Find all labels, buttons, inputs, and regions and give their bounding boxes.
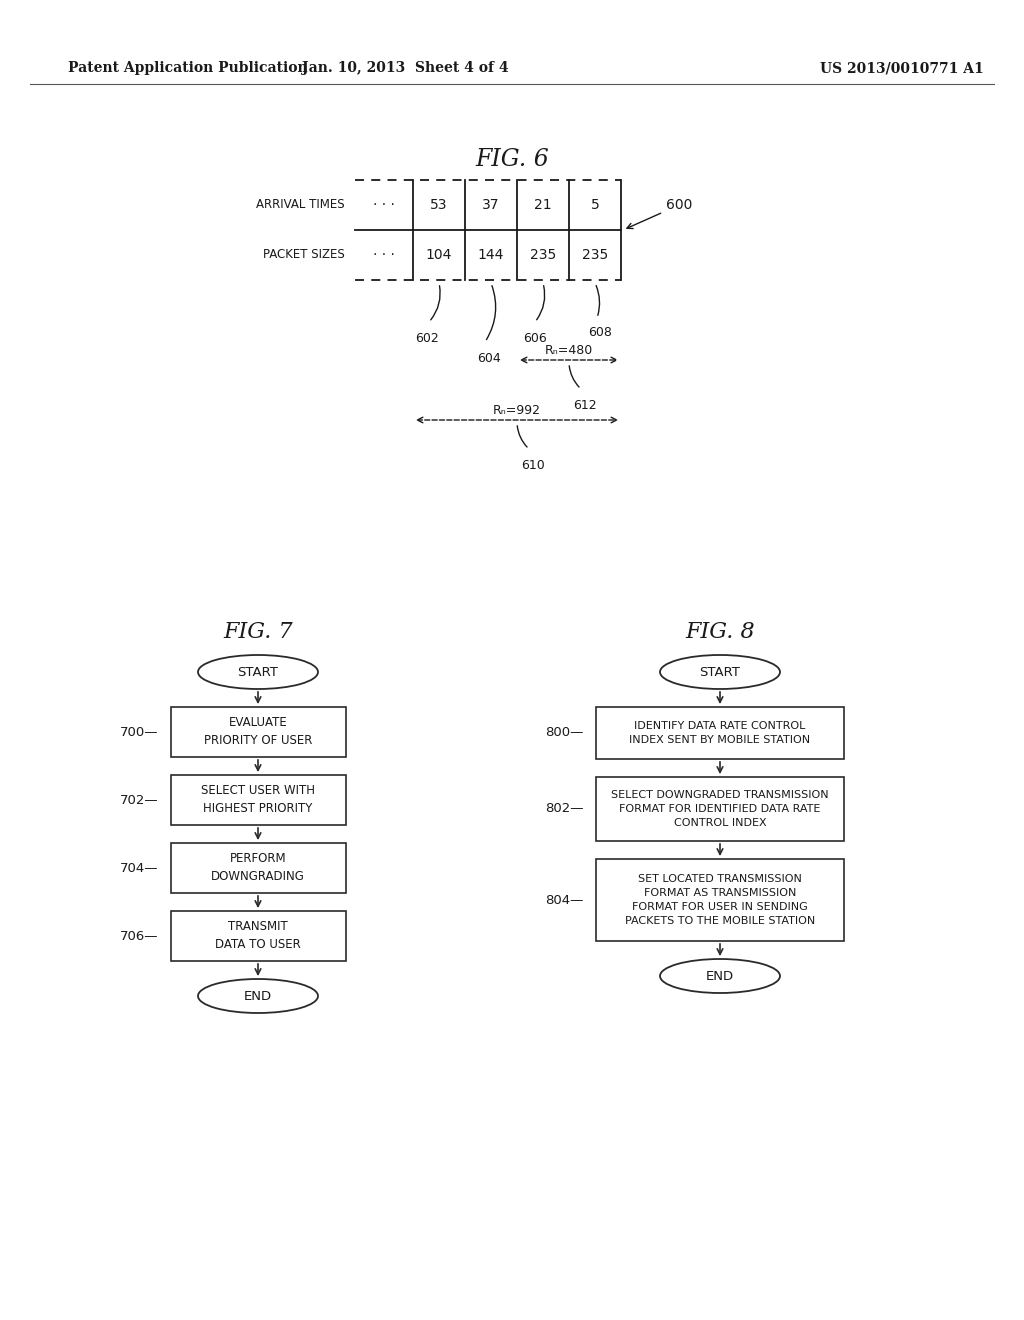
Text: END: END: [244, 990, 272, 1002]
Ellipse shape: [198, 979, 318, 1012]
Text: FIG. 6: FIG. 6: [475, 149, 549, 172]
Text: 704—: 704—: [120, 862, 159, 874]
Text: 608: 608: [588, 326, 612, 339]
Text: 600: 600: [627, 198, 692, 228]
Text: SET LOCATED TRANSMISSION
FORMAT AS TRANSMISSION
FORMAT FOR USER IN SENDING
PACKE: SET LOCATED TRANSMISSION FORMAT AS TRANS…: [625, 874, 815, 927]
Text: END: END: [706, 969, 734, 982]
Text: Rₙ=480: Rₙ=480: [545, 345, 593, 356]
Ellipse shape: [660, 960, 780, 993]
Text: 5: 5: [591, 198, 599, 213]
Text: 602: 602: [415, 333, 439, 345]
Text: 235: 235: [582, 248, 608, 261]
FancyBboxPatch shape: [171, 843, 345, 894]
Text: 702—: 702—: [120, 793, 159, 807]
Text: IDENTIFY DATA RATE CONTROL
INDEX SENT BY MOBILE STATION: IDENTIFY DATA RATE CONTROL INDEX SENT BY…: [630, 721, 811, 744]
FancyBboxPatch shape: [596, 859, 844, 941]
Text: 104: 104: [426, 248, 453, 261]
Text: 235: 235: [529, 248, 556, 261]
FancyBboxPatch shape: [596, 708, 844, 759]
Ellipse shape: [660, 655, 780, 689]
FancyBboxPatch shape: [171, 911, 345, 961]
Text: · · ·: · · ·: [373, 198, 395, 213]
Text: 612: 612: [573, 399, 597, 412]
Text: START: START: [699, 665, 740, 678]
Text: 53: 53: [430, 198, 447, 213]
Text: US 2013/0010771 A1: US 2013/0010771 A1: [820, 61, 984, 75]
Text: · · ·: · · ·: [373, 248, 395, 261]
Text: 804—: 804—: [546, 894, 584, 907]
Text: Jan. 10, 2013  Sheet 4 of 4: Jan. 10, 2013 Sheet 4 of 4: [302, 61, 508, 75]
Text: PERFORM
DOWNGRADING: PERFORM DOWNGRADING: [211, 853, 305, 883]
Text: 604: 604: [477, 352, 501, 366]
Text: 606: 606: [523, 333, 547, 345]
FancyBboxPatch shape: [596, 777, 844, 841]
Text: ARRIVAL TIMES: ARRIVAL TIMES: [256, 198, 345, 211]
Text: FIG. 7: FIG. 7: [223, 620, 293, 643]
Text: 800—: 800—: [546, 726, 584, 739]
Text: 706—: 706—: [120, 929, 159, 942]
Text: Patent Application Publication: Patent Application Publication: [68, 61, 307, 75]
Text: 21: 21: [535, 198, 552, 213]
Text: SELECT USER WITH
HIGHEST PRIORITY: SELECT USER WITH HIGHEST PRIORITY: [201, 784, 315, 816]
Ellipse shape: [198, 655, 318, 689]
Text: EVALUATE
PRIORITY OF USER: EVALUATE PRIORITY OF USER: [204, 717, 312, 747]
Text: 37: 37: [482, 198, 500, 213]
Text: Rₙ=992: Rₙ=992: [493, 404, 541, 417]
Text: SELECT DOWNGRADED TRANSMISSION
FORMAT FOR IDENTIFIED DATA RATE
CONTROL INDEX: SELECT DOWNGRADED TRANSMISSION FORMAT FO…: [611, 789, 828, 828]
Text: START: START: [238, 665, 279, 678]
Text: 802—: 802—: [546, 803, 584, 816]
Text: FIG. 8: FIG. 8: [685, 620, 755, 643]
FancyBboxPatch shape: [171, 708, 345, 756]
Text: 700—: 700—: [120, 726, 159, 738]
Text: TRANSMIT
DATA TO USER: TRANSMIT DATA TO USER: [215, 920, 301, 952]
Text: 610: 610: [521, 459, 545, 473]
Text: PACKET SIZES: PACKET SIZES: [263, 248, 345, 261]
FancyBboxPatch shape: [171, 775, 345, 825]
Text: 144: 144: [478, 248, 504, 261]
